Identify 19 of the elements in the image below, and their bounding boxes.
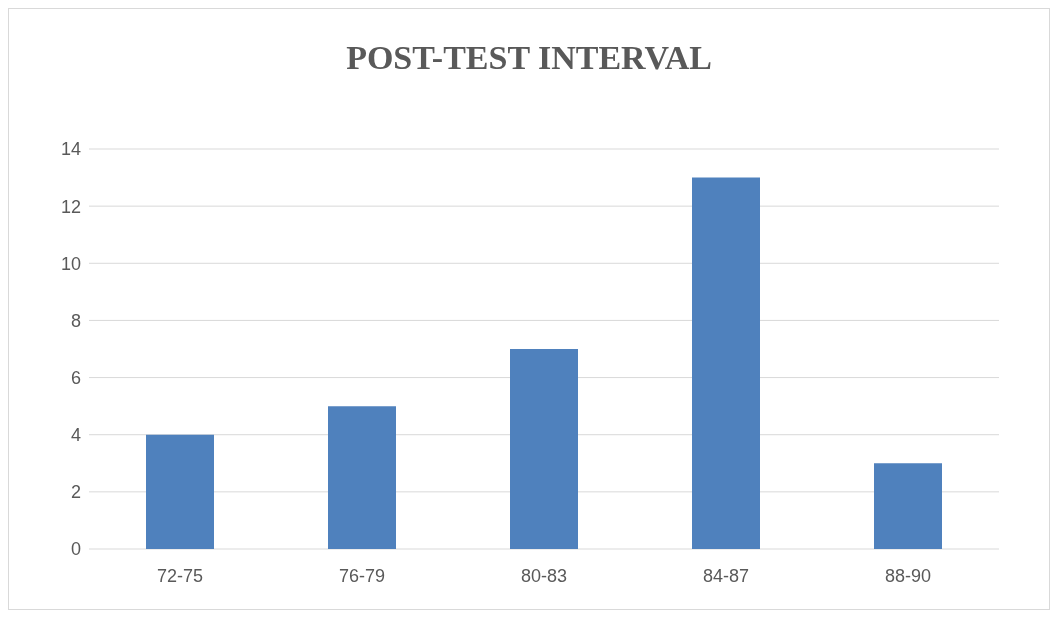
y-tick-label: 4 [70, 425, 81, 446]
x-tick-label: 72-75 [156, 565, 204, 586]
y-tick-label: 6 [70, 367, 81, 388]
y-tick-label: 10 [60, 253, 81, 274]
y-tick-label: 12 [60, 196, 81, 217]
x-tick-label: 80-83 [520, 565, 568, 586]
bar [328, 406, 396, 549]
chart-title: POST-TEST INTERVAL [345, 38, 713, 78]
x-tick-label: 84-87 [702, 565, 750, 586]
y-tick-label: 0 [70, 539, 81, 560]
y-tick-label: 2 [70, 482, 81, 503]
x-tick-label: 88-90 [884, 565, 932, 586]
bar [874, 463, 942, 549]
bar [146, 434, 214, 549]
x-tick-label: 76-79 [338, 565, 386, 586]
bar [510, 349, 578, 549]
y-tick-label: 14 [60, 139, 81, 160]
y-tick-label: 8 [70, 310, 81, 331]
bar [692, 177, 760, 549]
